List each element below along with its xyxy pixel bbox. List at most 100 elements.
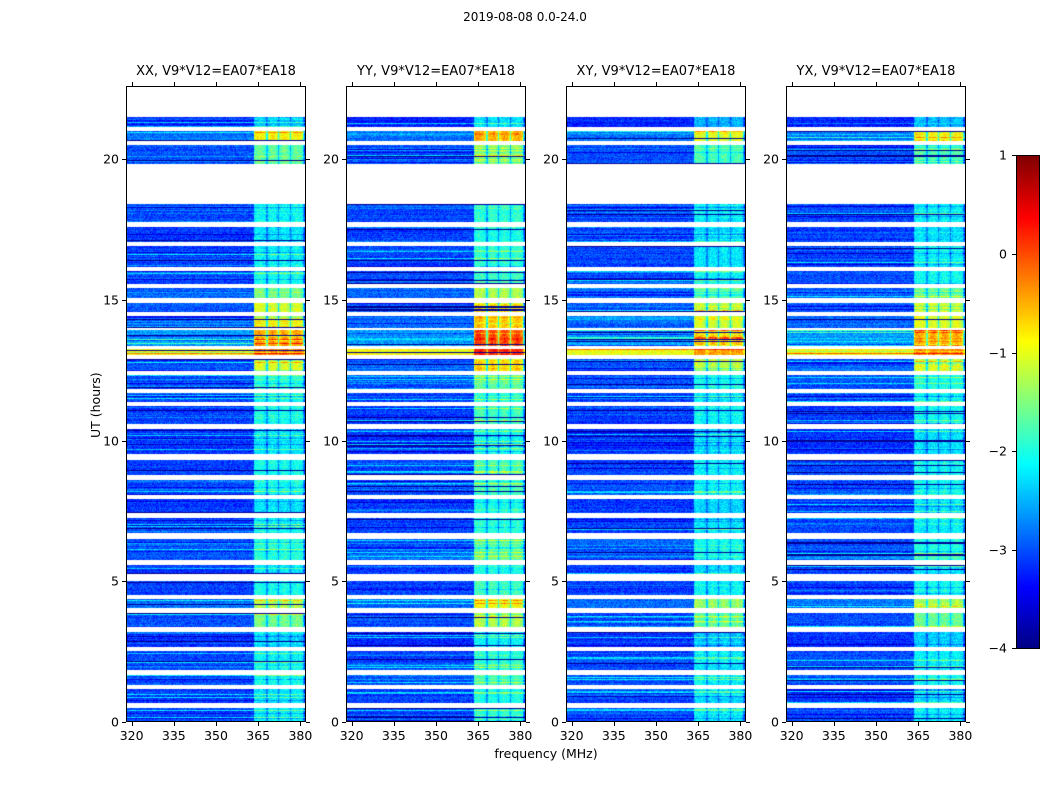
x-tick-label: 335 [821, 728, 846, 743]
y-tick-label: 5 [771, 573, 779, 589]
colorbar-tick-label: −3 [988, 542, 1007, 558]
x-tick-label: 335 [381, 728, 406, 743]
y-tick-yx-0 [782, 722, 786, 723]
y-tick-label: 5 [331, 573, 339, 589]
x-tick-xy-4 [740, 722, 742, 726]
panel-xx: XX, V9*V12=EA07*EA18 320 335 350 365 380 0 5 10 1… [103, 64, 312, 743]
y-tick-yx-3 [782, 299, 786, 301]
x-tick-top-xy-3 [698, 82, 700, 86]
colorbar-tick-label: 0 [999, 246, 1007, 262]
spectrogram-image-yx [787, 87, 965, 721]
y-tick-right-yx-2 [966, 440, 970, 442]
x-tick-label: 380 [288, 728, 313, 743]
y-tick-label: 10 [763, 433, 779, 449]
x-tick-label: 320 [339, 728, 364, 743]
y-tick-right-yy-1 [526, 581, 530, 583]
y-tick-right-xy-2 [746, 440, 750, 442]
y-tick-label: 20 [103, 151, 119, 167]
x-tick-xy-3 [698, 722, 700, 726]
y-tick-xy-1 [562, 581, 566, 583]
colorbar-tick-0 [1012, 155, 1016, 156]
x-tick-yx-4 [960, 722, 962, 726]
y-tick-right-xx-2 [306, 440, 310, 442]
y-tick-label: 10 [323, 433, 339, 449]
y-tick-right-yx-0 [966, 722, 970, 723]
colorbar-tick-2 [1012, 352, 1016, 354]
x-tick-label: 320 [119, 728, 144, 743]
x-tick-top-xx-1 [173, 82, 175, 86]
x-tick-xx-0 [131, 722, 133, 726]
x-tick-label: 365 [686, 728, 711, 743]
colorbar-gradient [1016, 155, 1040, 649]
colorbar-tick-label: −2 [988, 443, 1007, 459]
x-tick-yy-0 [351, 722, 353, 726]
y-tick-xx-2 [122, 440, 126, 442]
x-tick-yy-3 [478, 722, 480, 726]
x-tick-yy-4 [520, 722, 522, 726]
x-tick-top-xx-2 [216, 82, 217, 86]
y-tick-right-xy-4 [746, 159, 750, 161]
y-tick-label: 0 [111, 714, 119, 730]
panel-title-xx: XX, V9*V12=EA07*EA18 [136, 64, 296, 79]
x-tick-top-xx-3 [258, 82, 260, 86]
y-tick-right-xy-3 [746, 299, 750, 301]
colorbar-tick-label: 1 [999, 147, 1007, 163]
x-tick-top-yy-3 [478, 82, 480, 86]
spectrogram-yy [346, 86, 526, 722]
x-tick-label: 335 [601, 728, 626, 743]
x-tick-label: 365 [906, 728, 931, 743]
x-tick-label: 320 [559, 728, 584, 743]
spectrogram-image-yy [347, 87, 525, 721]
figure-suptitle: 2019-08-08 0.0-24.0 [463, 10, 587, 24]
x-tick-label: 380 [948, 728, 973, 743]
colorbar: 1 0 −1 −2 −3 −4 [989, 148, 1040, 656]
y-tick-label: 10 [103, 433, 119, 449]
x-tick-top-yy-0 [351, 82, 353, 86]
y-tick-xy-0 [562, 722, 566, 723]
spectrogram-image-xy [567, 87, 745, 721]
x-tick-top-xx-0 [131, 82, 133, 86]
y-tick-label: 15 [763, 292, 779, 308]
x-tick-xy-1 [613, 722, 615, 726]
x-tick-label: 350 [864, 728, 888, 743]
x-tick-yx-2 [876, 722, 877, 726]
y-tick-right-yy-2 [526, 440, 530, 442]
y-tick-yx-2 [782, 440, 786, 442]
y-tick-right-xy-0 [746, 722, 750, 723]
x-tick-xx-3 [258, 722, 260, 726]
y-tick-label: 15 [323, 292, 339, 308]
y-tick-right-yx-3 [966, 299, 970, 301]
y-tick-yy-0 [342, 722, 346, 723]
x-tick-yx-3 [918, 722, 920, 726]
colorbar-tick-3 [1012, 451, 1016, 453]
y-tick-right-yx-1 [966, 581, 970, 583]
y-tick-label: 15 [103, 292, 119, 308]
x-tick-label: 380 [728, 728, 753, 743]
x-tick-label: 350 [424, 728, 448, 743]
y-tick-label: 0 [331, 714, 339, 730]
y-tick-xx-4 [122, 159, 126, 161]
x-axis-label: frequency (MHz) [494, 746, 598, 761]
x-tick-top-xy-1 [613, 82, 615, 86]
y-tick-label: 0 [771, 714, 779, 730]
x-tick-label: 320 [779, 728, 804, 743]
x-tick-label: 350 [204, 728, 228, 743]
x-tick-top-yx-0 [791, 82, 793, 86]
x-tick-top-yx-3 [918, 82, 920, 86]
x-tick-top-xy-4 [740, 82, 742, 86]
y-tick-xy-2 [562, 440, 566, 442]
y-tick-right-yx-4 [966, 159, 970, 161]
x-tick-yy-2 [436, 722, 437, 726]
y-tick-yx-4 [782, 159, 786, 161]
spectrogram-yx [786, 86, 966, 722]
x-tick-xy-0 [571, 722, 573, 726]
x-tick-xy-2 [656, 722, 657, 726]
y-tick-right-yy-0 [526, 722, 530, 723]
panel-title-yy: YY, V9*V12=EA07*EA18 [357, 64, 515, 79]
panel-title-xy: XY, V9*V12=EA07*EA18 [576, 64, 736, 79]
colorbar-tick-label: −1 [988, 345, 1007, 361]
x-tick-yx-0 [791, 722, 793, 726]
x-tick-xx-2 [216, 722, 217, 726]
x-tick-top-xy-0 [571, 82, 573, 86]
